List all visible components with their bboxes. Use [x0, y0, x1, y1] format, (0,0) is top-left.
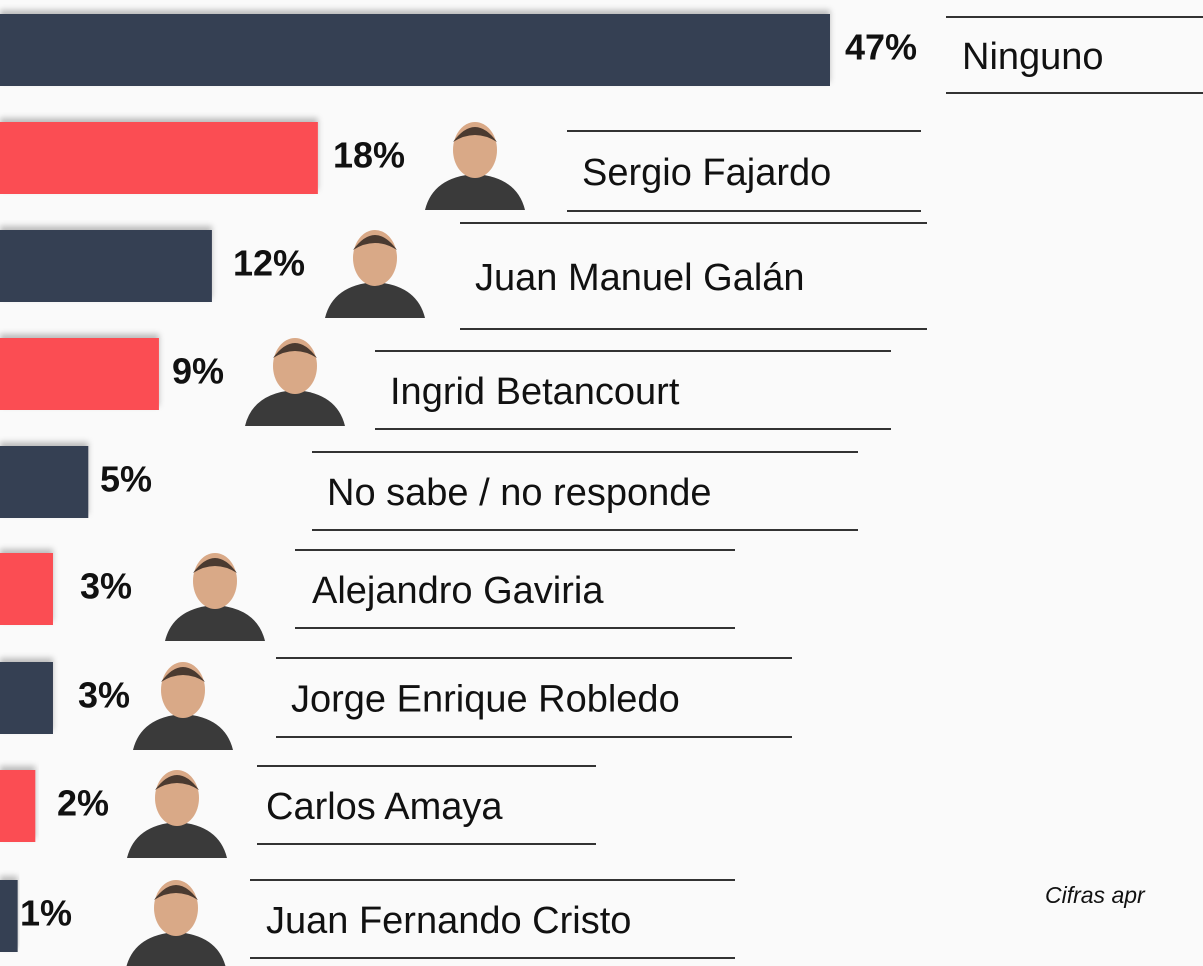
value-label: 2% [57, 783, 109, 824]
category-label: Juan Manuel Galán [475, 257, 805, 299]
photo-part [126, 932, 226, 966]
category-label: Alejandro Gaviria [312, 570, 604, 612]
bar [0, 553, 53, 625]
candidate-photo [126, 880, 226, 966]
candidate-photo [133, 662, 233, 750]
bar [0, 662, 53, 734]
bar [0, 770, 36, 842]
photo-part [154, 885, 198, 900]
candidate-photo [245, 338, 345, 426]
category-label: Ingrid Betancourt [390, 371, 680, 413]
value-label: 3% [80, 566, 132, 607]
value-label: 18% [333, 135, 405, 176]
candidate-photo [127, 770, 227, 858]
candidate-photo [325, 230, 425, 318]
bar [0, 338, 159, 410]
value-label: 12% [233, 243, 305, 284]
bar [0, 122, 318, 194]
category-label: Juan Fernando Cristo [266, 900, 631, 942]
value-label: 5% [100, 459, 152, 500]
value-label: 47% [845, 27, 917, 68]
photo-part [161, 667, 205, 682]
photo-part [133, 714, 233, 750]
photo-part [245, 390, 345, 426]
photo-part [193, 558, 237, 573]
value-label: 1% [20, 893, 72, 934]
photo-part [155, 775, 199, 790]
photo-part [353, 235, 397, 250]
candidate-photo [165, 553, 265, 641]
category-label: Jorge Enrique Robledo [291, 679, 680, 721]
category-label: Ninguno [962, 36, 1104, 78]
photo-part [273, 343, 317, 358]
category-label: No sabe / no responde [327, 472, 712, 514]
bar [0, 230, 212, 302]
value-label: 9% [172, 351, 224, 392]
category-label: Sergio Fajardo [582, 152, 831, 194]
photo-part [325, 282, 425, 318]
annotation: Cifras apr [1045, 882, 1146, 908]
photo-part [425, 174, 525, 210]
bar [0, 14, 830, 86]
candidate-photo [425, 122, 525, 210]
photo-part [453, 127, 497, 142]
photo-part [127, 822, 227, 858]
bar [0, 446, 89, 518]
photo-part [165, 605, 265, 641]
value-label: 3% [78, 675, 130, 716]
category-label: Carlos Amaya [266, 786, 503, 828]
bar [0, 880, 18, 952]
